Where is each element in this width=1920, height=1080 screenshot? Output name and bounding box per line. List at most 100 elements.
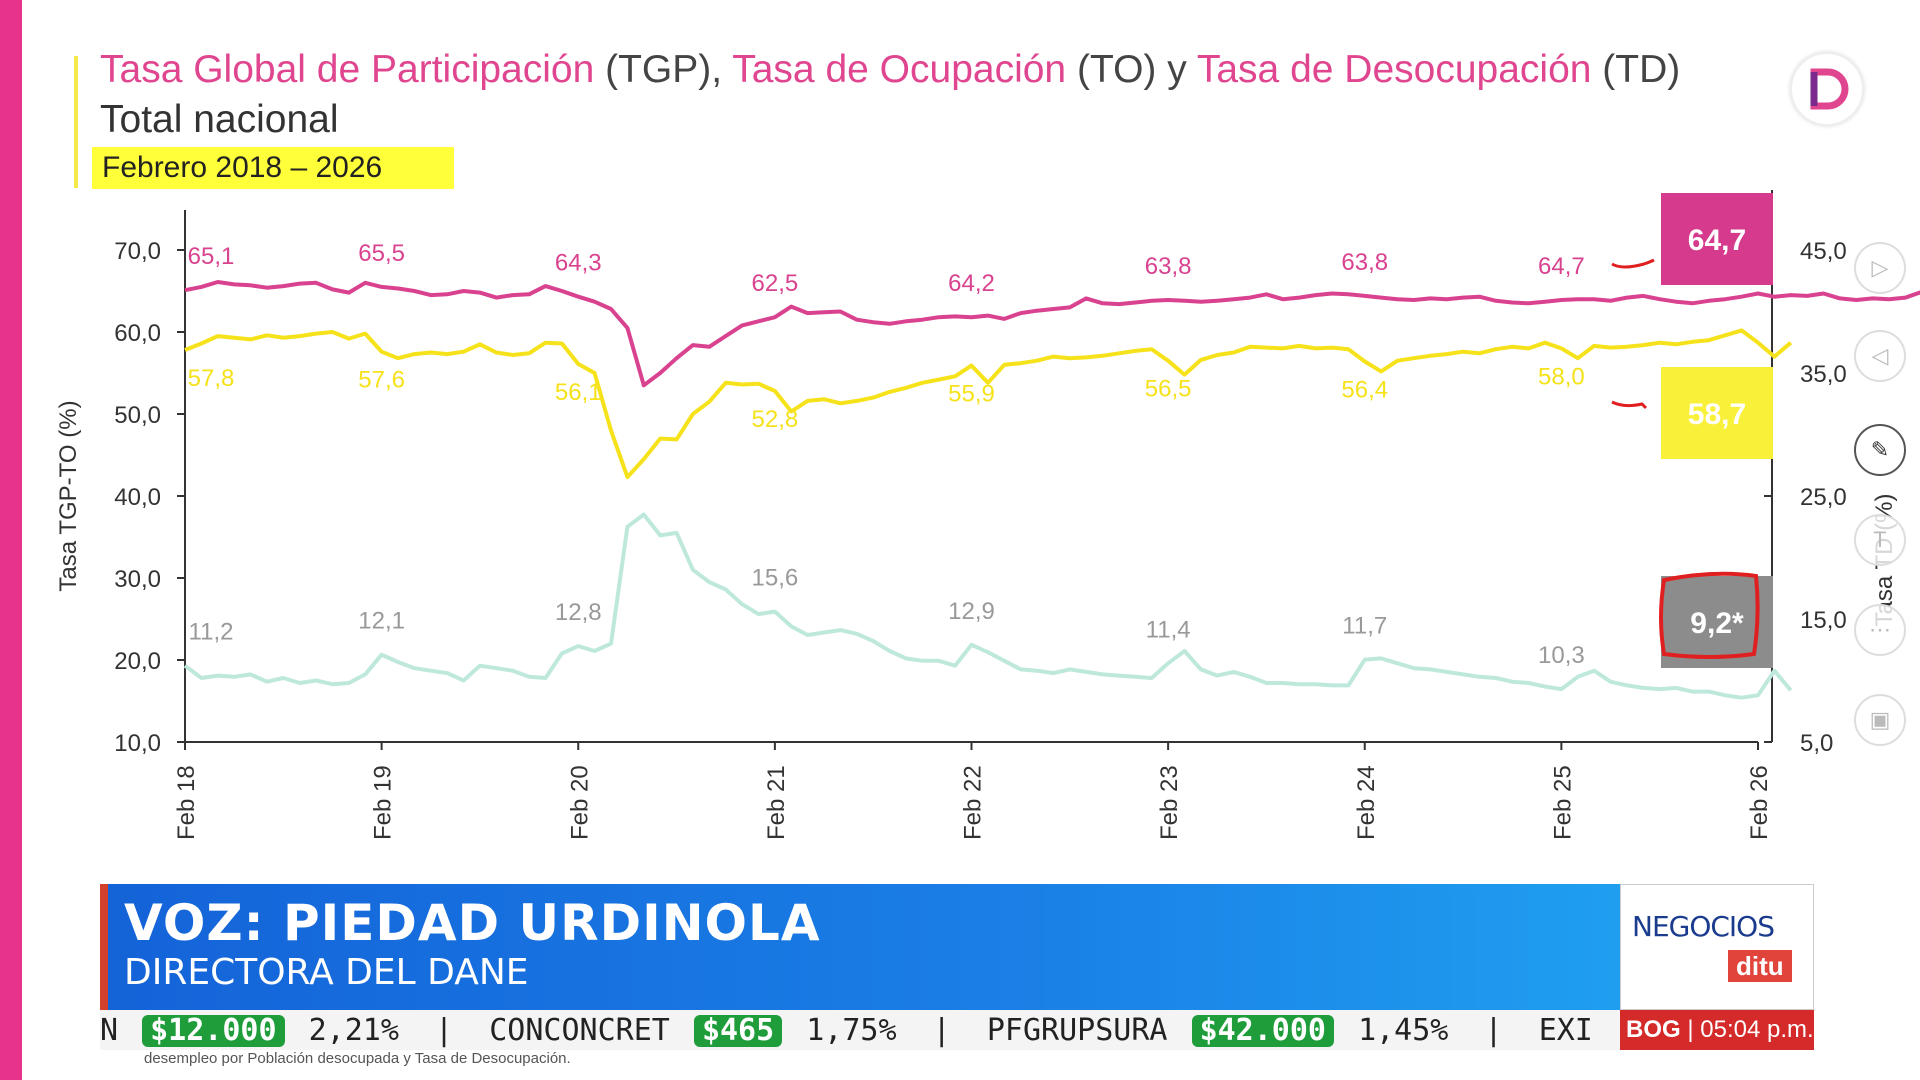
- annotation-stroke-tgp: [1611, 258, 1655, 269]
- y2-tick-label: 45,0: [1800, 238, 1847, 265]
- y-axis-title: Tasa TGP-TO (%): [55, 400, 82, 591]
- y-tick-label: 30,0: [114, 566, 161, 593]
- left-color-stripe: [0, 0, 22, 1080]
- data-label-tgp: 64,3: [555, 250, 602, 277]
- y-tick-label: 20,0: [114, 648, 161, 675]
- ticker-separator: |: [1466, 1012, 1521, 1048]
- lower-third-banner: [100, 884, 1620, 1010]
- y2-tick-label: 15,0: [1800, 607, 1847, 634]
- banner-edge: [100, 884, 108, 1010]
- data-label-td: 15,6: [752, 565, 799, 592]
- title-part: Tasa de Ocupación: [732, 48, 1067, 91]
- pen-icon[interactable]: ✎: [1854, 424, 1906, 476]
- x-tick-label: Feb 20: [566, 765, 593, 840]
- x-tick-label: Feb 25: [1549, 765, 1576, 840]
- title-part: (TGP),: [594, 48, 733, 91]
- title-part: Tasa Global de Participación: [100, 48, 595, 91]
- title-accent-bar: [74, 56, 78, 188]
- data-label-td: 11,2: [189, 619, 234, 646]
- data-label-to: 55,9: [948, 381, 995, 408]
- speaker-role: DIRECTORA DEL DANE: [124, 952, 529, 993]
- data-label-td: 11,4: [1146, 616, 1191, 643]
- data-label-td: 10,3: [1538, 642, 1585, 669]
- data-label-to: 57,8: [188, 365, 235, 392]
- ticker-change: 1,75%: [806, 1012, 897, 1048]
- y-tick-label: 10,0: [114, 730, 161, 757]
- y2-tick-label: 35,0: [1800, 361, 1847, 388]
- data-label-td: 12,8: [555, 599, 602, 626]
- more-icon[interactable]: ⋯: [1854, 604, 1906, 656]
- y2-tick-label: 25,0: [1800, 484, 1847, 511]
- ticker-separator: |: [914, 1012, 969, 1048]
- data-label-to: 58,0: [1538, 363, 1585, 390]
- logo-d-icon: [1810, 68, 1849, 110]
- y-tick-label: 70,0: [114, 238, 161, 265]
- clock-time: 05:04 p.m.: [1700, 1016, 1814, 1043]
- clock-box: BOG | 05:04 p.m.: [1620, 1010, 1814, 1050]
- x-tick-label: Feb 19: [370, 765, 397, 840]
- data-label-td: 12,9: [948, 598, 995, 625]
- y-tick-label: 50,0: [114, 402, 161, 429]
- ticker-symbol: N: [100, 1012, 119, 1048]
- series-line-tgp: [184, 280, 1920, 388]
- y2-tick-label: 5,0: [1800, 730, 1833, 757]
- footnote: desempleo por Población desocupada y Tas…: [144, 1050, 571, 1067]
- clock-location: BOG: [1626, 1016, 1681, 1043]
- channel-logo-box: [1620, 884, 1814, 1010]
- latest-value-to: 58,7: [1688, 398, 1746, 431]
- dane-logo: [1790, 52, 1864, 126]
- x-tick-label: Feb 24: [1353, 765, 1380, 840]
- ticker-symbol: PFGRUPSURA: [986, 1012, 1168, 1048]
- speaker-name: VOZ: PIEDAD URDINOLA: [124, 894, 821, 952]
- clock-separator: |: [1687, 1016, 1701, 1043]
- data-label-to: 56,4: [1341, 377, 1388, 404]
- x-tick-label: Feb 18: [173, 765, 200, 840]
- ticker-change: 1,45%: [1358, 1012, 1449, 1048]
- play-icon[interactable]: ▷: [1854, 242, 1906, 294]
- y-tick-label: 40,0: [114, 484, 161, 511]
- annotation-circle-td: [1659, 571, 1760, 659]
- series-line-to: [184, 328, 1793, 480]
- chart-title: Tasa Global de Participación (TGP), Tasa…: [100, 48, 1680, 92]
- period-highlight: Febrero 2018 – 2026: [92, 147, 454, 189]
- y-tick-label: 60,0: [114, 320, 161, 347]
- data-label-td: 11,7: [1342, 613, 1387, 640]
- latest-box-tgp: [1661, 193, 1773, 285]
- data-label-tgp: 62,5: [752, 270, 799, 297]
- text-icon[interactable]: T: [1854, 514, 1906, 566]
- x-tick-label: Feb 22: [960, 765, 987, 840]
- latest-box-to: [1661, 367, 1773, 459]
- stock-ticker: N $12.000 2,21% | CONCONCRET $465 1,75% …: [100, 1010, 1620, 1050]
- x-tick-label: Feb 23: [1156, 765, 1183, 840]
- ticker-price: $12.000: [142, 1014, 285, 1047]
- ticker-separator: |: [417, 1012, 472, 1048]
- title-part: Tasa de Desocupación: [1196, 48, 1592, 91]
- data-label-tgp: 63,8: [1145, 253, 1192, 280]
- data-label-tgp: 64,7: [1538, 253, 1585, 280]
- data-label-to: 57,6: [358, 367, 405, 394]
- title-part: (TD): [1591, 48, 1681, 91]
- data-label-to: 56,5: [1145, 376, 1192, 403]
- ticker-price: $465: [693, 1014, 783, 1047]
- x-tick-label: Feb 21: [763, 765, 790, 840]
- latest-value-tgp: 64,7: [1688, 224, 1746, 257]
- chart-subtitle: Total nacional: [100, 98, 339, 141]
- title-part: (TO) y: [1066, 48, 1197, 91]
- screen-icon[interactable]: ▣: [1854, 694, 1906, 746]
- data-label-td: 12,1: [358, 608, 405, 635]
- x-tick-label: Feb 26: [1746, 765, 1773, 840]
- ticker-price: $42.000: [1191, 1014, 1334, 1047]
- series-line-td: [183, 512, 1793, 700]
- data-label-tgp: 64,2: [948, 270, 995, 297]
- data-label-tgp: 65,1: [188, 243, 235, 270]
- latest-value-td: 9,2*: [1690, 607, 1744, 640]
- back-icon[interactable]: ◁: [1854, 330, 1906, 382]
- ticker-symbol: EXI: [1538, 1012, 1593, 1048]
- ticker-symbol: CONCONCRET: [489, 1012, 670, 1048]
- data-label-to: 52,8: [752, 406, 799, 433]
- annotation-stroke-to: [1611, 400, 1648, 410]
- data-label-tgp: 65,5: [358, 240, 405, 267]
- data-label-tgp: 63,8: [1341, 249, 1388, 276]
- data-label-to: 56,1: [555, 379, 602, 406]
